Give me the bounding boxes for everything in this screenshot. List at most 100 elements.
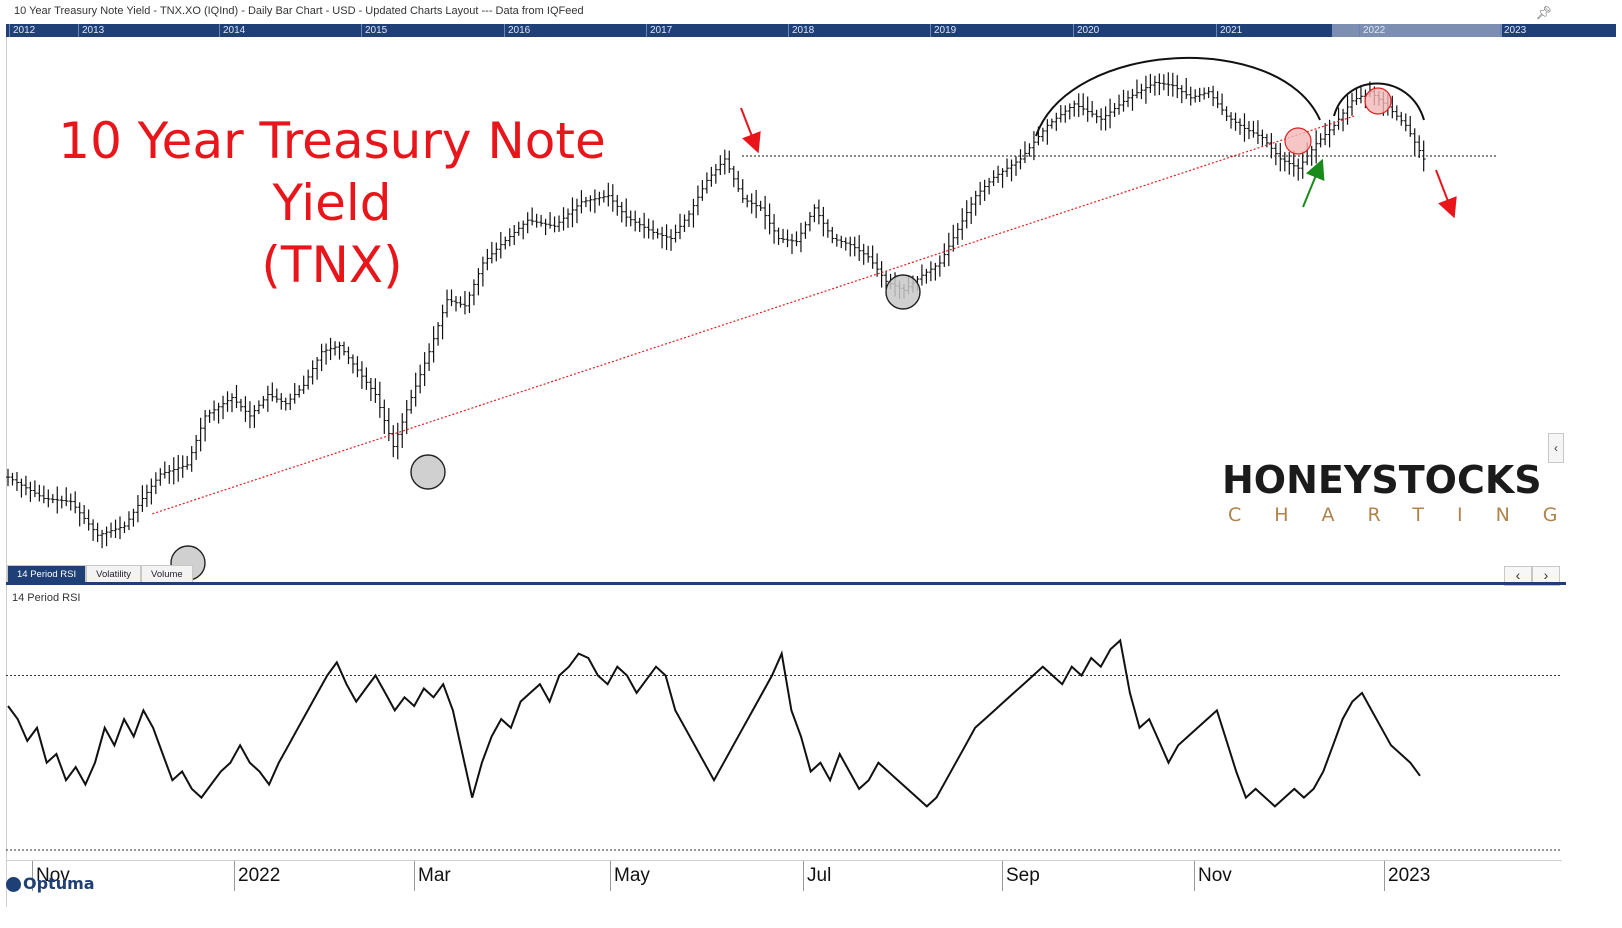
timeline-window-handle[interactable] [1332,24,1502,37]
price-bar [32,480,37,498]
price-bar [458,296,463,308]
timeline-year[interactable]: 2013 [78,24,104,37]
price-bar [740,179,745,203]
price-bar [1238,118,1242,135]
price-bar [1318,133,1323,148]
price-bar [1067,103,1072,120]
timeline-year[interactable]: 2015 [361,24,387,37]
timeline-year[interactable]: 2016 [504,24,530,37]
optuma-logo: Optuma [6,874,95,893]
price-bar [86,509,91,531]
timeline-year[interactable]: 2023 [1500,24,1526,37]
scroll-left-chevron-icon[interactable]: ‹ [1504,566,1532,586]
x-tick-label: May [610,861,650,891]
timeline-year[interactable]: 2012 [9,24,35,37]
price-bar [745,194,750,208]
price-bar [606,182,611,207]
price-bar [731,165,736,188]
rising-trendline [152,115,1355,515]
price-bar [422,352,427,387]
tab-rsi[interactable]: 14 Period RSI [7,565,87,582]
price-bar [498,232,503,259]
price-bar [879,261,884,288]
timeline-year[interactable]: 2018 [788,24,814,37]
price-bar [566,208,570,228]
price-bar [310,360,315,385]
x-tick-label: 2022 [234,861,280,891]
price-bar [462,290,467,315]
price-bar [1148,73,1153,93]
panel-splitter[interactable] [6,582,1566,585]
optuma-logo-icon [6,877,21,892]
price-bar [637,217,642,233]
timeline-year[interactable]: 2021 [1216,24,1242,37]
price-bar [153,472,158,495]
price-bar [1399,111,1404,126]
price-bar [1354,88,1359,105]
price-bar [884,271,889,290]
price-bar [1345,95,1350,125]
price-bar [807,211,812,232]
price-bar [91,519,96,541]
price-bar [1005,158,1010,177]
price-bar [1040,127,1045,142]
timeline-year[interactable]: 2017 [646,24,672,37]
price-bar [409,389,414,414]
timeline-year[interactable]: 2022 [1359,24,1385,37]
price-bar [180,455,185,478]
price-bar [436,322,441,346]
price-bar [221,395,226,420]
price-bar [1193,89,1198,103]
price-bar [41,485,46,504]
price-bar [418,364,423,394]
price-bar [870,245,875,269]
price-bar [1403,113,1408,132]
price-bar [256,400,261,415]
price-bar [306,369,311,390]
price-bar [830,226,835,244]
price-bar [1251,120,1256,138]
price-bar [628,210,633,227]
price-bar [1058,105,1063,123]
price-bar [1287,152,1292,175]
price-bar [126,511,131,531]
tab-volatility[interactable]: Volatility [86,565,142,582]
timeline-year[interactable]: 2020 [1073,24,1099,37]
price-bar [982,179,987,201]
price-bar [624,198,629,227]
price-bar [216,402,221,424]
price-bar [1081,93,1086,116]
price-bar [476,268,481,296]
price-bar [1157,73,1162,96]
timeline-year[interactable]: 2019 [930,24,956,37]
price-bar [660,226,665,249]
price-bar [377,381,382,418]
timeline-year[interactable]: 2014 [219,24,245,37]
price-bar [834,233,839,247]
price-bar [1202,87,1207,100]
timeline-navigator[interactable]: 2012 2013 2014 2015 2016 2017 2018 2019 2020 2021… [6,24,1616,37]
tab-volume[interactable]: Volume [141,565,193,582]
collapse-panel-chevron-icon[interactable]: ‹ [1548,433,1564,463]
price-bar [243,396,248,422]
price-bar [1099,108,1104,131]
price-bar [1314,130,1319,164]
price-bar [1161,74,1166,91]
price-bar [100,529,105,549]
price-bar [512,225,517,246]
x-tick-label: Nov [1194,861,1232,891]
price-bar [149,478,154,505]
price-bar [440,304,445,340]
scroll-right-chevron-icon[interactable]: › [1532,566,1560,586]
price-bar [1031,131,1036,161]
price-bar [400,413,405,448]
pin-icon[interactable]: 📌︎ [1535,5,1552,20]
price-bar [937,255,942,277]
x-tick-label: Nov [32,861,70,891]
price-bar [852,236,857,257]
price-bar [1323,123,1328,146]
price-bar [301,375,306,394]
price-bar [673,224,678,243]
price-bar [346,346,351,365]
